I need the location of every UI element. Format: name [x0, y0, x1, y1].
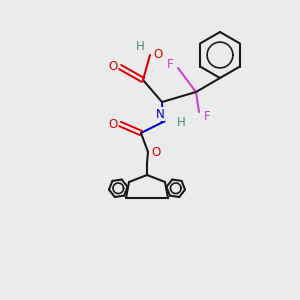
- Polygon shape: [161, 102, 165, 122]
- Text: H: H: [136, 40, 144, 53]
- Text: N: N: [156, 107, 164, 121]
- Text: O: O: [108, 118, 118, 130]
- Text: O: O: [108, 61, 118, 74]
- Text: O: O: [152, 146, 160, 158]
- Text: O: O: [153, 49, 163, 62]
- Text: F: F: [167, 58, 173, 70]
- Text: F: F: [204, 110, 210, 122]
- Text: H: H: [177, 116, 185, 128]
